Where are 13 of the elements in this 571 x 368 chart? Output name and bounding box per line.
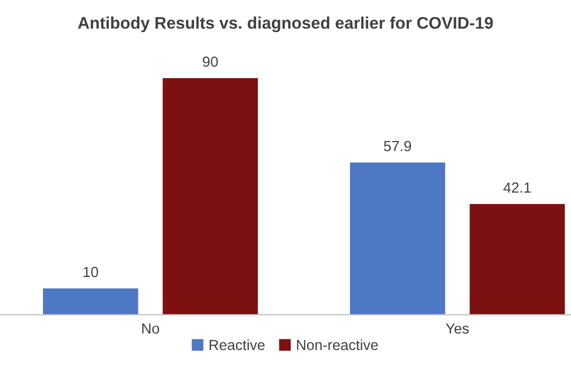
data-label: 57.9 (384, 140, 412, 152)
bar (42, 288, 138, 315)
bar (350, 162, 446, 315)
data-label: 90 (202, 56, 218, 67)
x-tick-label: Yes (446, 324, 469, 334)
data-label: 10 (84, 266, 98, 278)
legend-label: Non-reactive (297, 339, 378, 350)
chart-title: Antibody Results vs. diagnosed earlier for COVID-19 (78, 16, 493, 32)
legend-label: Reactive (210, 339, 265, 350)
data-label: 42.1 (503, 182, 531, 193)
bar (470, 204, 565, 315)
bar (162, 78, 258, 315)
x-tick-label: No (142, 324, 160, 334)
